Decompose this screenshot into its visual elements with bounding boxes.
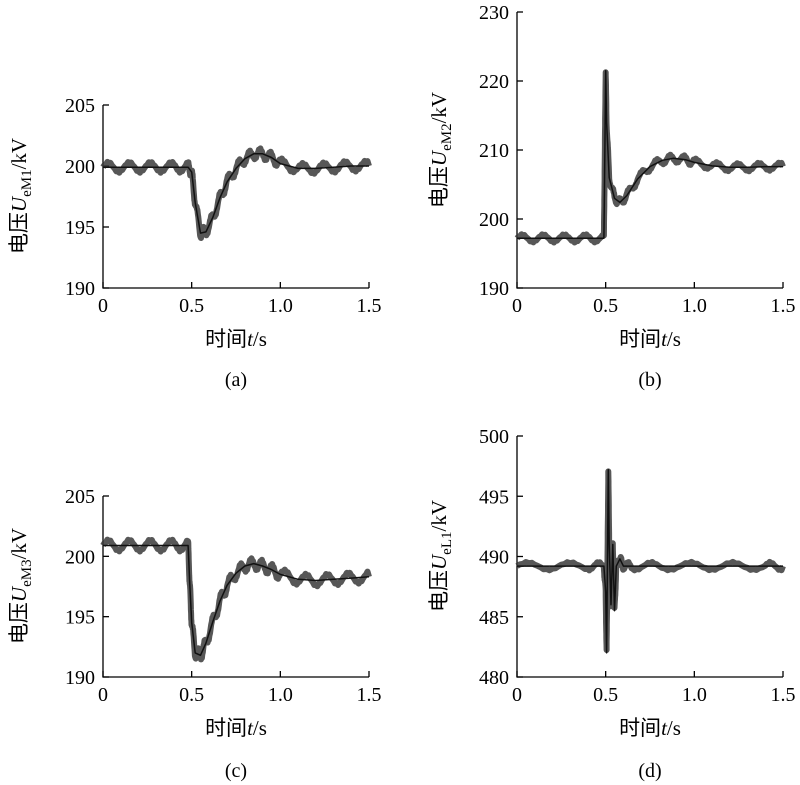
y-tick-label: 495 (479, 486, 509, 508)
series-trace-band (100, 145, 372, 241)
y-tick-label: 220 (479, 71, 509, 93)
x-axis-title: 时间t/s (619, 327, 681, 351)
x-tick-label: 0 (512, 684, 522, 706)
x-tick-label: 1.5 (357, 295, 382, 317)
x-tick-label: 0.5 (593, 684, 618, 706)
y-tick-label: 200 (65, 156, 95, 178)
y-tick-label: 195 (65, 217, 95, 239)
x-tick-label: 1.0 (682, 295, 707, 317)
panel-label: (d) (638, 760, 661, 782)
y-axis-title: 电压UeM2/kV (427, 92, 455, 208)
y-tick-label: 190 (65, 278, 95, 300)
chart-panel-b: 190 200 210 220 230 0 0.5 1.0 1.5 时间t/s 电压UeM2/kV (… (427, 2, 796, 391)
chart-panel-c: 190 195 200 205 0 0.5 1.0 1.5 时间t/s 电压UeM3/kV (c) (7, 486, 382, 782)
x-tick-label: 0.5 (593, 295, 618, 317)
x-tick-label: 0 (98, 684, 108, 706)
y-tick-label: 200 (479, 209, 509, 231)
y-axis-title: 电压UeM1/kV (7, 138, 35, 254)
y-tick-label: 190 (65, 667, 95, 689)
x-tick-label: 1.5 (771, 684, 796, 706)
y-tick-label: 490 (479, 547, 509, 569)
x-tick-label: 0 (512, 295, 522, 317)
chart-panel-d: 480 485 490 495 500 0 0.5 1.0 1.5 时间t/s 电压UeL1/kV (… (427, 426, 796, 782)
y-axis-title: 电压UeM3/kV (7, 528, 35, 644)
series-line (103, 544, 370, 657)
x-tick-label: 0 (98, 295, 108, 317)
y-tick-label: 210 (479, 140, 509, 162)
x-tick-label: 1.0 (682, 684, 707, 706)
panel-label: (c) (225, 760, 247, 782)
panel-label: (a) (225, 369, 247, 391)
axis-lines (516, 436, 783, 678)
y-tick-label: 205 (65, 95, 95, 117)
series-line (517, 468, 783, 654)
series-trace-band (515, 468, 786, 653)
series-trace-band (514, 69, 786, 246)
y-tick-label: 195 (65, 607, 95, 629)
x-tick-label: 1.0 (268, 295, 293, 317)
y-tick-label: 190 (479, 278, 509, 300)
y-axis-title: 电压UeL1/kV (427, 500, 455, 612)
x-tick-label: 1.5 (357, 684, 382, 706)
panel-label: (b) (638, 369, 661, 391)
x-axis-title: 时间t/s (205, 327, 267, 351)
series-trace-band (100, 536, 372, 663)
y-tick-label: 230 (479, 2, 509, 24)
series-line (517, 69, 783, 240)
y-tick-label: 200 (65, 546, 95, 568)
x-tick-label: 0.5 (179, 295, 204, 317)
series-line (103, 153, 369, 234)
x-tick-label: 1.5 (771, 295, 796, 317)
y-tick-label: 205 (65, 486, 95, 508)
x-axis-title: 时间t/s (619, 716, 681, 740)
x-axis-title: 时间t/s (205, 716, 267, 740)
x-tick-label: 0.5 (179, 684, 204, 706)
x-tick-label: 1.0 (268, 684, 293, 706)
chart-panel-a: 190 195 200 205 0 0.5 1.0 1.5 时间t/s 电压UeM1/kV (a) (7, 95, 382, 391)
axis-lines (102, 105, 369, 289)
y-tick-label: 500 (479, 426, 509, 448)
axis-lines (102, 496, 369, 678)
y-tick-label: 485 (479, 607, 509, 629)
axis-lines (516, 12, 783, 289)
y-tick-label: 480 (479, 667, 509, 689)
